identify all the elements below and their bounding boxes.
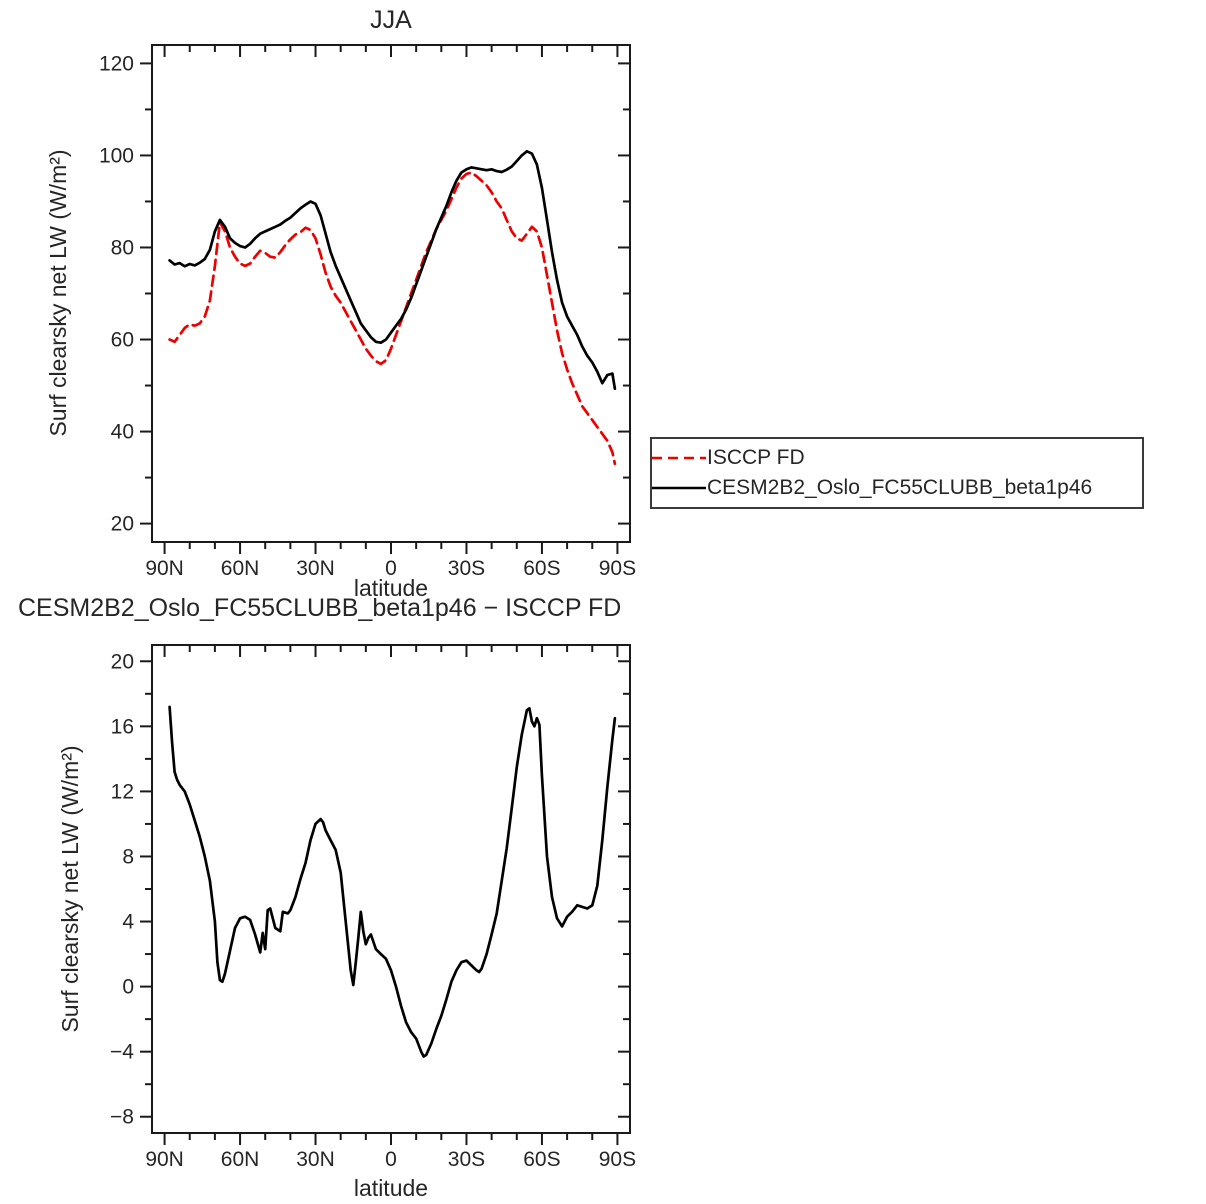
svg-text:60S: 60S	[523, 1148, 560, 1171]
jja-plot-area: 90N 60N 30N 0 30S 60S 90S 20 40 60 80 100 120	[99, 44, 636, 580]
jja-chart-title: JJA	[370, 6, 412, 34]
svg-text:90N: 90N	[145, 1148, 184, 1171]
svg-text:120: 120	[99, 52, 134, 75]
svg-text:30N: 30N	[296, 557, 335, 580]
svg-text:−8: −8	[110, 1106, 134, 1129]
jja-chart: 90N 60N 30N 0 30S 60S 90S 20 40 60 80 100 120 JJA la…	[45, 6, 636, 600]
svg-text:8: 8	[122, 845, 134, 868]
legend-label-isccp-fd: ISCCP FD	[707, 445, 805, 469]
svg-text:90N: 90N	[145, 557, 184, 580]
isccp-dashed-line-sample	[652, 456, 706, 459]
jja-yaxis-label: Surf clearsky net LW (W/m²)	[45, 149, 71, 436]
legend-box: ISCCP FD CESM2B2_Oslo_FC55CLUBB_beta1p46	[650, 437, 1144, 509]
jja-xaxis-label: latitude	[354, 575, 428, 600]
svg-text:30S: 30S	[448, 1148, 485, 1171]
difference-chart-title: CESM2B2_Oslo_FC55CLUBB_beta1p46 − ISCCP …	[18, 594, 621, 622]
svg-text:0: 0	[385, 557, 397, 580]
legend-label-cesm: CESM2B2_Oslo_FC55CLUBB_beta1p46	[707, 476, 1093, 500]
svg-text:30N: 30N	[296, 1148, 335, 1171]
svg-text:90S: 90S	[599, 557, 636, 580]
difference-plot-area: 90N 60N 30N 0 30S 60S 90S −8 −4 0 4 8 12 16 20	[110, 644, 636, 1171]
svg-text:0: 0	[385, 1148, 397, 1171]
svg-text:60: 60	[111, 329, 134, 352]
difference-yaxis-label: Surf clearsky net LW (W/m²)	[57, 745, 83, 1032]
svg-text:60S: 60S	[523, 557, 560, 580]
svg-text:100: 100	[99, 144, 134, 167]
svg-text:80: 80	[111, 236, 134, 259]
difference-xaxis-label: latitude	[354, 1175, 428, 1201]
svg-text:−4: −4	[110, 1041, 134, 1064]
svg-text:0: 0	[122, 976, 134, 999]
svg-text:60N: 60N	[221, 1148, 260, 1171]
svg-text:30S: 30S	[448, 557, 485, 580]
svg-text:40: 40	[111, 421, 134, 444]
svg-text:20: 20	[111, 650, 134, 673]
cesm-solid-line-sample	[652, 487, 706, 490]
difference-chart: 90N 60N 30N 0 30S 60S 90S −8 −4 0 4 8 12 16 20 CESM2B2…	[18, 594, 636, 1201]
svg-text:60N: 60N	[221, 557, 260, 580]
svg-text:16: 16	[111, 715, 134, 738]
legend-item-isccp-fd: ISCCP FD	[652, 446, 1142, 470]
svg-text:90S: 90S	[599, 1148, 636, 1171]
svg-text:20: 20	[111, 513, 134, 536]
legend-item-cesm: CESM2B2_Oslo_FC55CLUBB_beta1p46	[652, 476, 1142, 500]
svg-text:12: 12	[111, 780, 134, 803]
svg-text:4: 4	[122, 911, 134, 934]
